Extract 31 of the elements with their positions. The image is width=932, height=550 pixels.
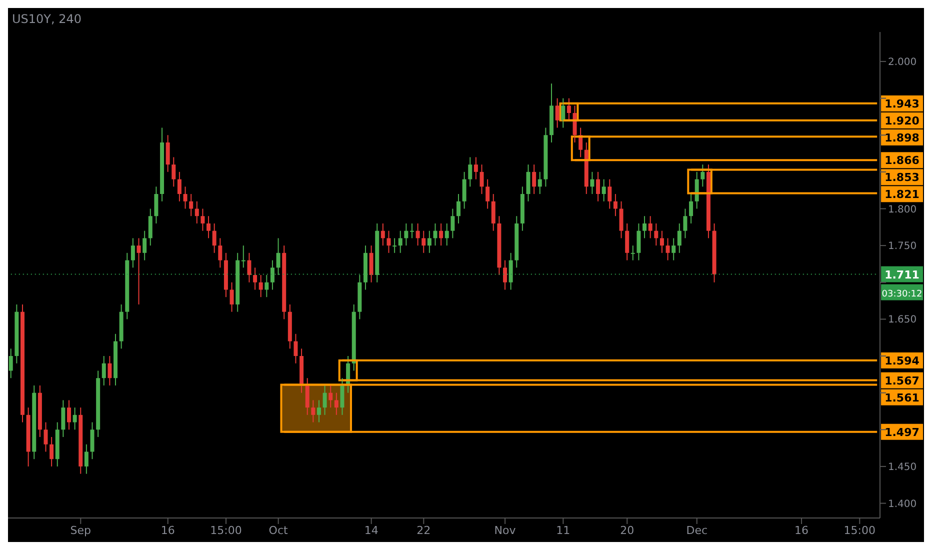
x-tick-label: Nov [494, 524, 516, 537]
x-tick-label: 15:00 [844, 524, 876, 537]
y-tick-label: 1.750 [888, 241, 917, 252]
x-tick-label: 11 [556, 524, 570, 537]
x-tick-label: Oct [268, 524, 289, 537]
x-tick-label: 15:00 [210, 524, 242, 537]
x-tick-label: 20 [620, 524, 634, 537]
ref-line-label: 1.711 [884, 268, 920, 282]
x-tick-label: 14 [364, 524, 378, 537]
ref-line-label: 1.898 [884, 131, 920, 144]
ref-line-label: 1.497 [884, 426, 920, 439]
y-tick-label: 1.650 [888, 314, 917, 326]
ref-line-label: 1.866 [884, 154, 920, 168]
ref-line-label: 1.920 [884, 114, 920, 128]
legend-label: 1.561 [884, 391, 920, 404]
ref-line-label: 1.853 [884, 171, 920, 184]
ref-line-label: 1.594 [884, 354, 920, 368]
ref-line-label: 1.567 [884, 374, 920, 388]
x-tick-label: 22 [416, 524, 431, 537]
chart-title: US10Y, 240 [12, 12, 82, 26]
x-tick-label: 16 [160, 524, 175, 537]
x-tick-label: Dec [686, 524, 708, 537]
ref-line-label: 1.821 [884, 188, 920, 202]
ref-line-label: 1.943 [884, 97, 920, 110]
x-tick-label: 16 [794, 524, 809, 537]
text: 03:30:12 [882, 289, 922, 300]
y-tick-label: 2.000 [888, 57, 917, 68]
y-tick-label: 1.450 [888, 462, 917, 474]
y-tick-label: 1.400 [888, 498, 917, 510]
y-tick-label: 1.800 [888, 204, 917, 216]
x-tick-label: Sep [70, 524, 92, 537]
